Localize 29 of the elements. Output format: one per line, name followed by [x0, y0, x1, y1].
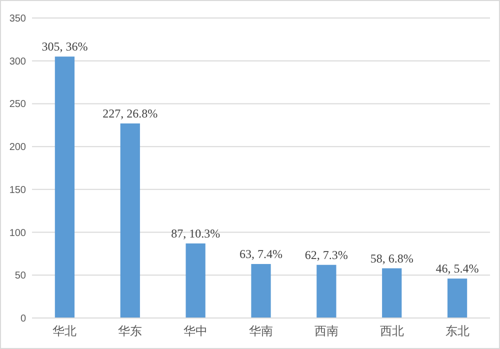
bar	[251, 264, 271, 318]
data-label: 46, 5.4%	[436, 262, 479, 276]
x-tick-label: 华中	[184, 324, 208, 338]
bar	[54, 56, 75, 318]
bar	[316, 264, 336, 318]
x-tick-label: 西北	[380, 324, 404, 338]
x-tick-label: 东北	[445, 324, 470, 338]
data-label: 58, 6.8%	[370, 251, 414, 266]
y-tick-label: 300	[9, 56, 26, 68]
y-tick-label: 250	[9, 99, 26, 110]
y-tick-label: 50	[14, 270, 26, 282]
data-label: 305, 36%	[42, 40, 88, 54]
bar	[120, 123, 140, 318]
bar	[186, 243, 206, 318]
x-tick-label: 华北	[52, 324, 77, 338]
y-tick-label: 150	[9, 184, 26, 196]
x-tick-label: 西南	[314, 324, 338, 338]
x-tick-label: 华南	[249, 324, 273, 338]
y-tick-label: 200	[9, 142, 26, 154]
y-tick-label: 100	[9, 228, 26, 239]
bar	[382, 268, 402, 318]
y-tick-label: 350	[9, 14, 26, 24]
data-label: 227, 26.8%	[102, 106, 158, 120]
x-tick-label: 华东	[118, 324, 142, 338]
data-label: 87, 10.3%	[171, 226, 220, 240]
data-label: 62, 7.3%	[304, 248, 348, 262]
data-label: 63, 7.4%	[240, 247, 282, 261]
bar	[447, 278, 468, 318]
y-tick-label: 0	[20, 314, 26, 324]
